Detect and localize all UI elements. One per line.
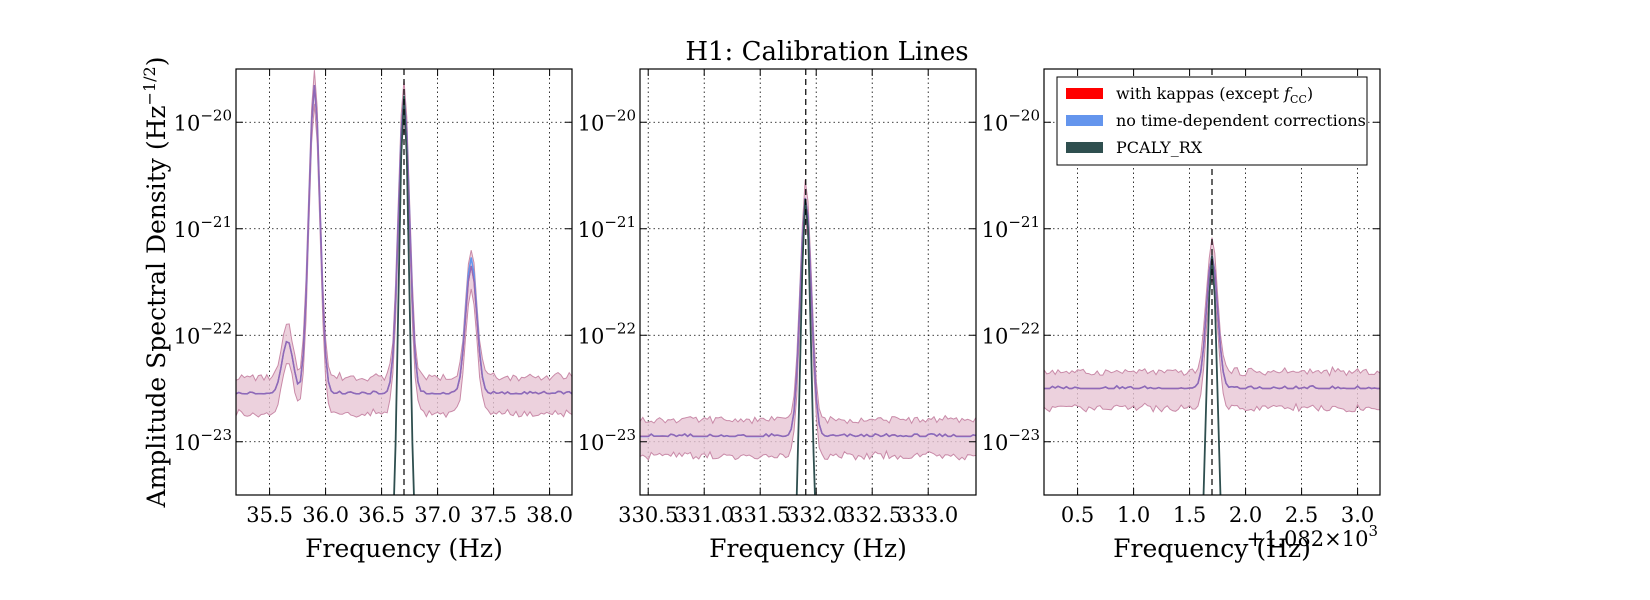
y-tick-label: 10−22 xyxy=(174,319,232,348)
y-tick-label: 10−20 xyxy=(982,106,1040,135)
legend-swatch xyxy=(1066,115,1103,126)
x-tick-label: 1.5 xyxy=(1173,503,1206,527)
y-tick-label: 10−23 xyxy=(578,426,636,455)
x-tick-label: 35.5 xyxy=(246,503,293,527)
chart-title: H1: Calibration Lines xyxy=(685,37,968,67)
x-tick-label: 36.5 xyxy=(358,503,405,527)
series-line-pcaly xyxy=(1202,255,1222,495)
y-tick-label: 10−22 xyxy=(982,319,1040,348)
legend-label: PCALY_RX xyxy=(1116,138,1203,157)
y-tick-label: 10−23 xyxy=(982,426,1040,455)
series-line-pcaly xyxy=(393,95,415,495)
x-axis-label: Frequency (Hz) xyxy=(305,534,503,563)
axes-frame xyxy=(1043,68,1381,496)
plot-area xyxy=(640,179,976,495)
x-tick-label: 1.0 xyxy=(1117,503,1150,527)
y-tick-label: 10−21 xyxy=(982,213,1040,242)
axes-frame xyxy=(639,68,977,496)
series-line-median xyxy=(640,197,976,438)
x-offset-text: +1.082×103 xyxy=(1246,522,1378,551)
uncertainty-band xyxy=(236,70,572,419)
x-tick-label: 38.0 xyxy=(526,503,573,527)
legend-swatch xyxy=(1066,88,1103,99)
series-line-pcaly xyxy=(795,198,816,495)
x-tick-label: 330.5 xyxy=(618,503,678,527)
y-tick-label: 10−20 xyxy=(174,106,232,135)
y-tick-label: 10−23 xyxy=(174,426,232,455)
x-tick-label: 331.0 xyxy=(674,503,734,527)
plot-area xyxy=(236,70,572,495)
x-tick-label: 332.0 xyxy=(786,503,846,527)
x-tick-label: 0.5 xyxy=(1061,503,1094,527)
x-tick-label: 2.5 xyxy=(1285,503,1318,527)
legend-box xyxy=(1056,76,1368,166)
x-tick-label: 37.0 xyxy=(414,503,461,527)
y-axis-label: Amplitude Spectral Density (Hz−1/2) xyxy=(140,57,171,509)
x-tick-label: 333.0 xyxy=(898,503,958,527)
legend: with kappas (except fCC) no time-dependen… xyxy=(1056,76,1368,166)
x-tick-label: 331.5 xyxy=(730,503,790,527)
y-tick-label: 10−21 xyxy=(174,213,232,242)
x-tick-label: 37.5 xyxy=(470,503,517,527)
panel-right: 0.5 1.0 1.5 2.0 2.5 3.0 10−20 10−21 10−22 10−23 Fr… xyxy=(982,68,1381,563)
panels: 35.5 36.0 36.5 37.0 37.5 38.0 10−20 10−21 10−22 1… xyxy=(174,68,1381,563)
legend-label: no time-dependent corrections xyxy=(1116,111,1366,130)
x-tick-label: 2.0 xyxy=(1229,503,1262,527)
axes-frame xyxy=(235,68,573,496)
y-tick-label: 10−20 xyxy=(578,106,636,135)
legend-swatch xyxy=(1066,142,1103,153)
y-tick-label: 10−21 xyxy=(578,213,636,242)
x-tick-label: 36.0 xyxy=(302,503,349,527)
panel-left: 35.5 36.0 36.5 37.0 37.5 38.0 10−20 10−21 10−22 1… xyxy=(174,68,573,563)
x-tick-label: 3.0 xyxy=(1341,503,1374,527)
y-tick-label: 10−22 xyxy=(578,319,636,348)
x-axis-label: Frequency (Hz) xyxy=(709,534,907,563)
legend-label: with kappas (except fCC) xyxy=(1116,84,1313,106)
x-axis-label: Frequency (Hz) xyxy=(1113,534,1311,563)
x-tick-label: 332.5 xyxy=(842,503,902,527)
